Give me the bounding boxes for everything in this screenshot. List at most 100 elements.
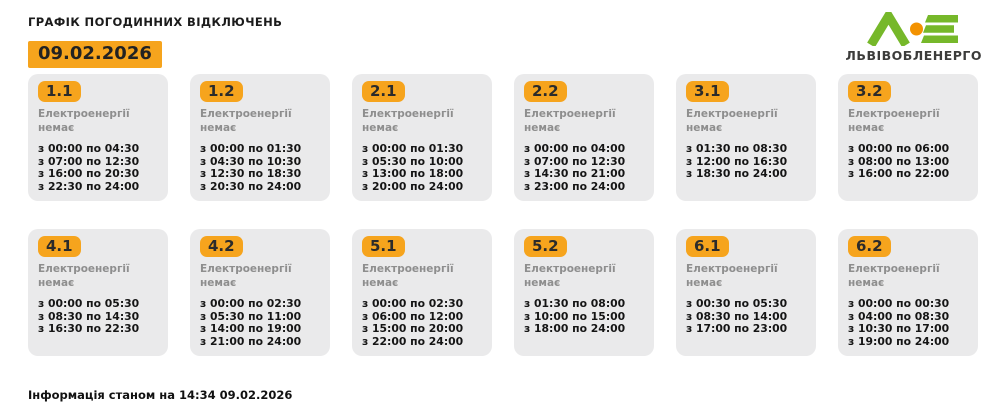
- time-range: з 00:00 по 02:30: [362, 297, 464, 311]
- time-range: з 20:30 по 24:00: [200, 179, 302, 193]
- time-range: з 00:00 по 04:30: [38, 142, 140, 156]
- schedule-card-2-1: 2.1 Електроенергії немає з 00:00 по 01:3…: [352, 74, 492, 201]
- schedule-card-6-2: 6.2 Електроенергії немає з 00:00 по 00:3…: [838, 229, 978, 356]
- status-label: Електроенергії немає: [686, 108, 778, 134]
- time-range: з 18:00 по 24:00: [524, 322, 626, 336]
- group-badge: 5.2: [524, 236, 567, 257]
- status-label: Електроенергії немає: [200, 263, 292, 289]
- schedule-card-5-2: 5.2 Електроенергії немає з 01:30 по 08:0…: [514, 229, 654, 356]
- group-badge: 2.1: [362, 81, 405, 102]
- times-list: з 00:00 по 01:30 з 05:30 по 10:00 з 13:0…: [362, 143, 482, 193]
- schedule-grid: 1.1 Електроенергії немає з 00:00 по 04:3…: [28, 74, 984, 356]
- group-badge: 6.1: [686, 236, 729, 257]
- time-range: з 22:30 по 24:00: [38, 179, 140, 193]
- time-range: з 14:00 по 19:00: [200, 322, 302, 336]
- time-range: з 05:30 по 10:00: [362, 154, 464, 168]
- time-range: з 00:00 по 06:00: [848, 142, 950, 156]
- schedule-card-3-1: 3.1 Електроенергії немає з 01:30 по 08:3…: [676, 74, 816, 201]
- company-logo: ЛЬВІВОБЛЕНЕРГО: [846, 12, 982, 63]
- group-badge: 4.2: [200, 236, 243, 257]
- times-list: з 00:00 по 06:00 з 08:00 по 13:00 з 16:0…: [848, 143, 968, 181]
- group-badge: 5.1: [362, 236, 405, 257]
- date-badge: 09.02.2026: [28, 41, 162, 68]
- status-label: Електроенергії немає: [200, 108, 292, 134]
- time-range: з 00:00 по 01:30: [200, 142, 302, 156]
- schedule-card-3-2: 3.2 Електроенергії немає з 00:00 по 06:0…: [838, 74, 978, 201]
- time-range: з 10:30 по 17:00: [848, 322, 950, 336]
- header: ГРАФІК ПОГОДИННИХ ВІДКЛЮЧЕНЬ 09.02.2026 …: [28, 12, 984, 68]
- schedule-card-5-1: 5.1 Електроенергії немає з 00:00 по 02:3…: [352, 229, 492, 356]
- schedule-card-4-1: 4.1 Електроенергії немає з 00:00 по 05:3…: [28, 229, 168, 356]
- loe-logo-icon: [866, 12, 958, 46]
- time-range: з 16:00 по 22:00: [848, 167, 950, 181]
- time-range: з 12:00 по 16:30: [686, 154, 788, 168]
- time-range: з 04:00 по 08:30: [848, 309, 950, 323]
- info-timestamp: Інформація станом на 14:34 09.02.2026: [28, 388, 293, 402]
- times-list: з 00:00 по 04:00 з 07:00 по 12:30 з 14:3…: [524, 143, 644, 193]
- times-list: з 01:30 по 08:00 з 10:00 по 15:00 з 18:0…: [524, 298, 644, 336]
- header-left: ГРАФІК ПОГОДИННИХ ВІДКЛЮЧЕНЬ 09.02.2026: [28, 12, 282, 68]
- time-range: з 08:30 по 14:00: [686, 309, 788, 323]
- schedule-card-4-2: 4.2 Електроенергії немає з 00:00 по 02:3…: [190, 229, 330, 356]
- group-badge: 6.2: [848, 236, 891, 257]
- time-range: з 15:00 по 20:00: [362, 322, 464, 336]
- time-range: з 16:00 по 20:30: [38, 167, 140, 181]
- times-list: з 00:00 по 02:30 з 05:30 по 11:00 з 14:0…: [200, 298, 320, 348]
- time-range: з 19:00 по 24:00: [848, 334, 950, 348]
- time-range: з 04:30 по 10:30: [200, 154, 302, 168]
- status-label: Електроенергії немає: [38, 263, 130, 289]
- time-range: з 01:30 по 08:30: [686, 142, 788, 156]
- time-range: з 18:30 по 24:00: [686, 167, 788, 181]
- times-list: з 00:00 по 00:30 з 04:00 по 08:30 з 10:3…: [848, 298, 968, 348]
- time-range: з 00:30 по 05:30: [686, 297, 788, 311]
- time-range: з 22:00 по 24:00: [362, 334, 464, 348]
- time-range: з 21:00 по 24:00: [200, 334, 302, 348]
- times-list: з 01:30 по 08:30 з 12:00 по 16:30 з 18:3…: [686, 143, 806, 181]
- time-range: з 13:00 по 18:00: [362, 167, 464, 181]
- status-label: Електроенергії немає: [848, 108, 940, 134]
- time-range: з 00:00 по 04:00: [524, 142, 626, 156]
- time-range: з 12:30 по 18:30: [200, 167, 302, 181]
- times-list: з 00:00 по 05:30 з 08:30 по 14:30 з 16:3…: [38, 298, 158, 336]
- group-badge: 1.1: [38, 81, 81, 102]
- time-range: з 08:00 по 13:00: [848, 154, 950, 168]
- time-range: з 07:00 по 12:30: [524, 154, 626, 168]
- time-range: з 00:00 по 02:30: [200, 297, 302, 311]
- times-list: з 00:00 по 02:30 з 06:00 по 12:00 з 15:0…: [362, 298, 482, 348]
- times-list: з 00:00 по 01:30 з 04:30 по 10:30 з 12:3…: [200, 143, 320, 193]
- time-range: з 00:00 по 00:30: [848, 297, 950, 311]
- time-range: з 14:30 по 21:00: [524, 167, 626, 181]
- time-range: з 08:30 по 14:30: [38, 309, 140, 323]
- group-badge: 1.2: [200, 81, 243, 102]
- status-label: Електроенергії немає: [362, 108, 454, 134]
- time-range: з 01:30 по 08:00: [524, 297, 626, 311]
- group-badge: 4.1: [38, 236, 81, 257]
- status-label: Електроенергії немає: [686, 263, 778, 289]
- page: ГРАФІК ПОГОДИННИХ ВІДКЛЮЧЕНЬ 09.02.2026 …: [28, 12, 984, 356]
- time-range: з 16:30 по 22:30: [38, 322, 140, 336]
- schedule-card-2-2: 2.2 Електроенергії немає з 00:00 по 04:0…: [514, 74, 654, 201]
- time-range: з 06:00 по 12:00: [362, 309, 464, 323]
- times-list: з 00:00 по 04:30 з 07:00 по 12:30 з 16:0…: [38, 143, 158, 193]
- schedule-card-1-1: 1.1 Електроенергії немає з 00:00 по 04:3…: [28, 74, 168, 201]
- time-range: з 10:00 по 15:00: [524, 309, 626, 323]
- status-label: Електроенергії немає: [38, 108, 130, 134]
- brand-name: ЛЬВІВОБЛЕНЕРГО: [845, 48, 982, 63]
- group-badge: 3.1: [686, 81, 729, 102]
- status-label: Електроенергії немає: [362, 263, 454, 289]
- time-range: з 17:00 по 23:00: [686, 322, 788, 336]
- time-range: з 20:00 по 24:00: [362, 179, 464, 193]
- schedule-card-1-2: 1.2 Електроенергії немає з 00:00 по 01:3…: [190, 74, 330, 201]
- status-label: Електроенергії немає: [524, 263, 616, 289]
- group-badge: 2.2: [524, 81, 567, 102]
- time-range: з 00:00 по 05:30: [38, 297, 140, 311]
- status-label: Електроенергії немає: [524, 108, 616, 134]
- time-range: з 00:00 по 01:30: [362, 142, 464, 156]
- page-title: ГРАФІК ПОГОДИННИХ ВІДКЛЮЧЕНЬ: [28, 15, 283, 29]
- status-label: Електроенергії немає: [848, 263, 940, 289]
- time-range: з 07:00 по 12:30: [38, 154, 140, 168]
- schedule-card-6-1: 6.1 Електроенергії немає з 00:30 по 05:3…: [676, 229, 816, 356]
- time-range: з 23:00 по 24:00: [524, 179, 626, 193]
- times-list: з 00:30 по 05:30 з 08:30 по 14:00 з 17:0…: [686, 298, 806, 336]
- group-badge: 3.2: [848, 81, 891, 102]
